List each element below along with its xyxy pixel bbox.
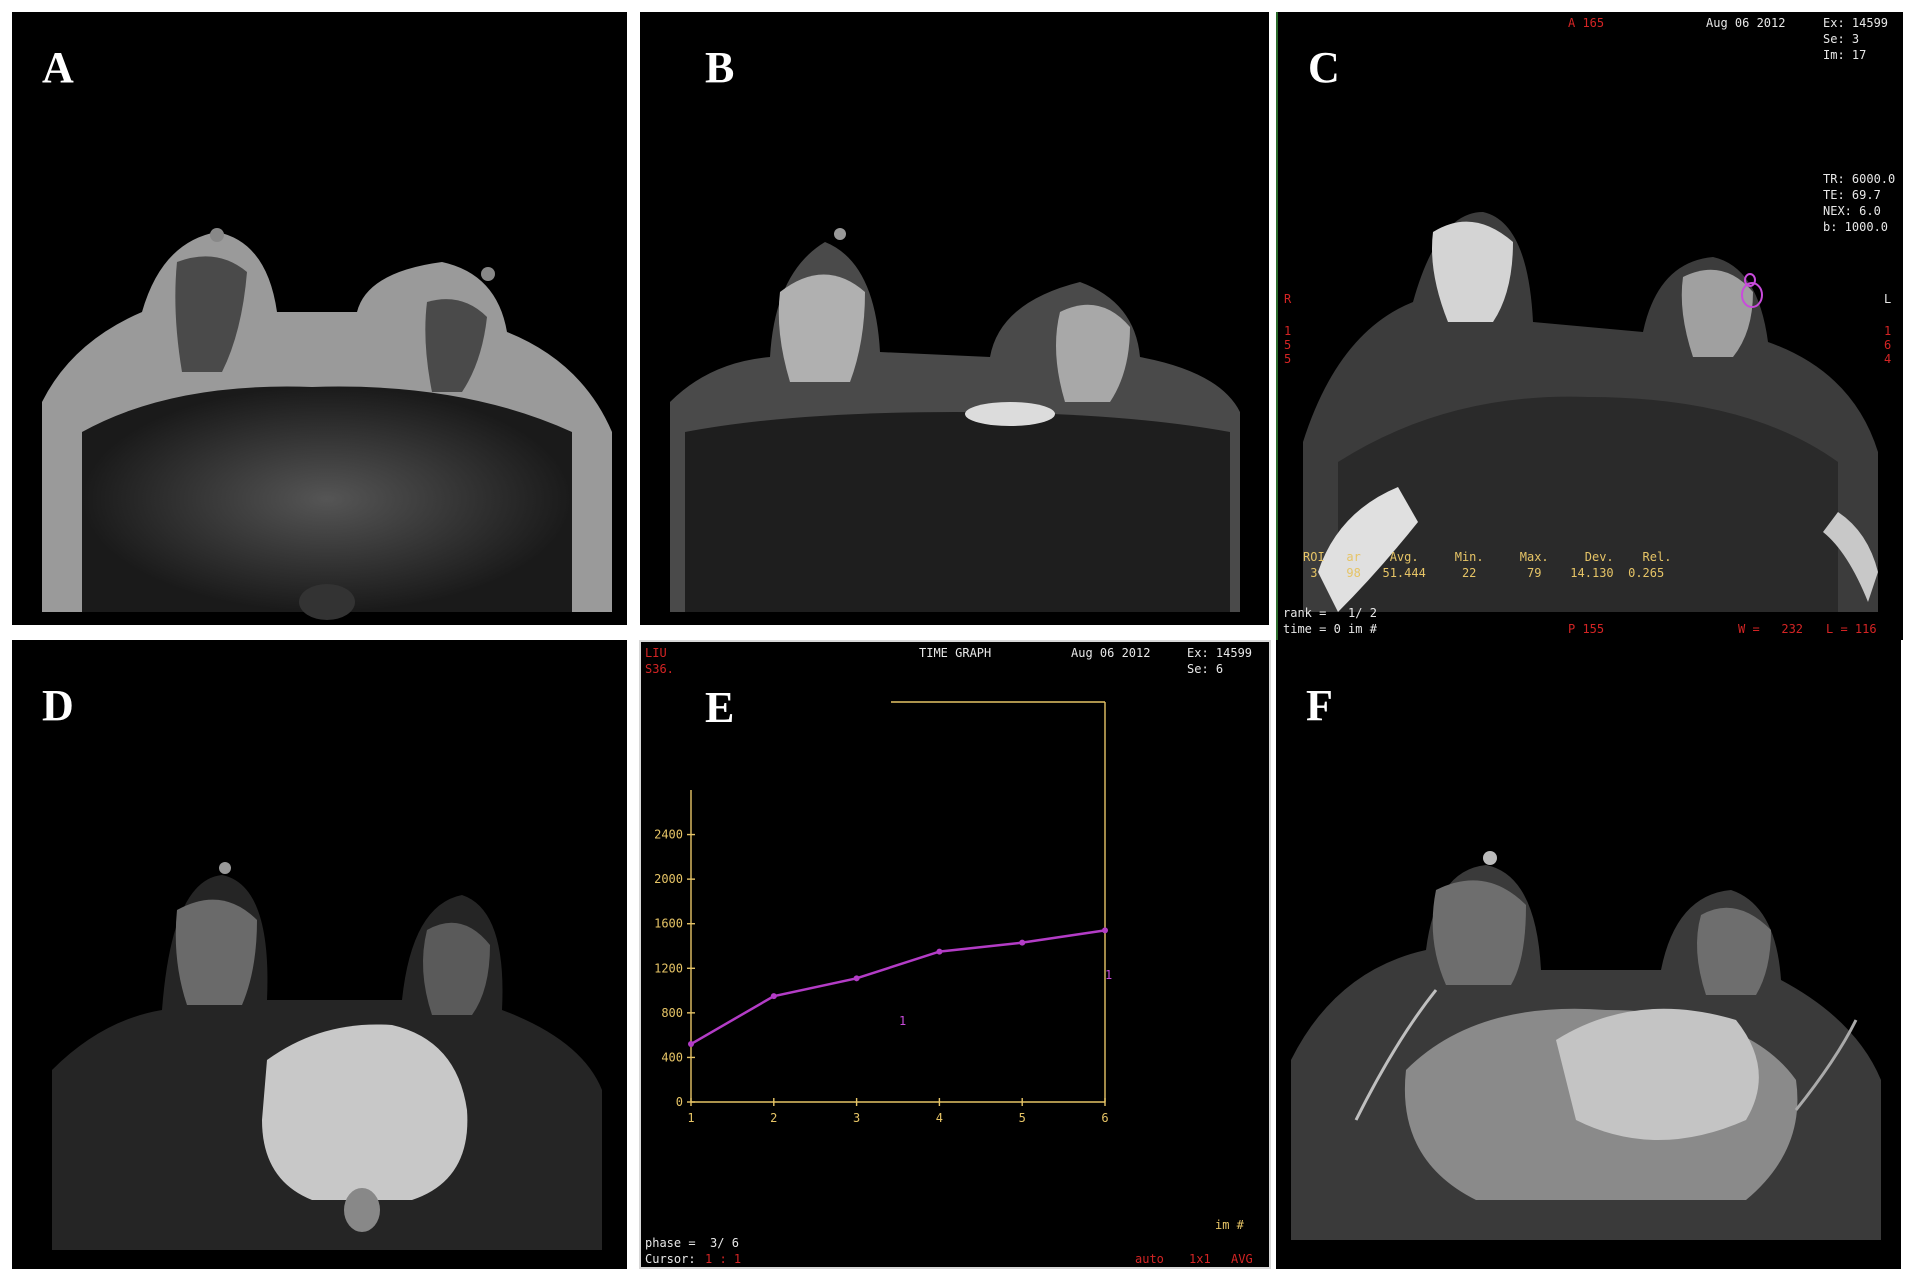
e-date: Aug 06 2012 — [1071, 646, 1151, 660]
e-top-left-1: LIU — [645, 646, 667, 660]
y-tick-label-2: 800 — [661, 1006, 683, 1020]
data-point-2 — [770, 993, 777, 1000]
c-image-number: Im: 17 — [1823, 48, 1867, 62]
panel-a-t1-image: A — [12, 12, 627, 625]
e-cursor-value: 1 : 1 — [705, 1252, 742, 1266]
c-tr: TR: 6000.0 — [1823, 172, 1896, 186]
c-bvalue: b: 1000.0 — [1823, 220, 1889, 234]
e-point-label-1: 1 — [899, 1014, 907, 1028]
c-exam: Ex: 14599 — [1823, 16, 1889, 30]
e-top-left-2: S36. — [645, 662, 674, 676]
breast-mri-subtraction-drawing — [670, 228, 1240, 612]
c-right-side: L — [1884, 292, 1892, 306]
e-title: TIME GRAPH — [919, 646, 992, 660]
intensity-curve-line — [690, 929, 1106, 1046]
c-te: TE: 69.7 — [1823, 188, 1881, 202]
breast-mri-dwi-drawing — [1303, 212, 1878, 612]
panel-label-a: A — [42, 43, 74, 92]
c-window: W = 232 — [1738, 622, 1804, 636]
time-intensity-curve-chart: 0 400 800 1200 1600 2000 2400 1 2 3 4 5 6 — [654, 701, 1109, 1125]
c-left-side: R — [1284, 292, 1292, 306]
y-tick-label-5: 2000 — [654, 872, 683, 886]
y-tick-label-1: 400 — [661, 1050, 683, 1064]
x-tick-label-5: 6 — [1101, 1111, 1108, 1125]
c-time: time = 0 im # — [1283, 622, 1377, 636]
c-right-nums: 1 6 4 — [1884, 324, 1892, 366]
panel-d-contrast-image: D — [12, 640, 627, 1269]
data-point-1 — [688, 1041, 694, 1048]
c-left-nums: 1 5 5 — [1284, 324, 1292, 366]
c-series: Se: 3 — [1823, 32, 1860, 46]
x-tick-label-1: 2 — [770, 1111, 777, 1125]
c-nex: NEX: 6.0 — [1823, 204, 1881, 218]
panel-label-d: D — [42, 681, 74, 730]
panel-c-dwi-image: A 165 Aug 06 2012 Ex: 14599 Se: 3 Im: 17… — [1276, 12, 1903, 640]
panel-label-c: C — [1308, 43, 1340, 92]
c-top-center: A 165 — [1568, 16, 1605, 30]
e-x-unit: im # — [1215, 1218, 1244, 1232]
y-tick-label-4: 1600 — [654, 917, 683, 931]
y-tick-label-0: 0 — [676, 1095, 683, 1109]
data-point-4 — [936, 948, 943, 955]
x-tick-label-4: 5 — [1019, 1111, 1026, 1125]
e-series: Se: 6 — [1187, 662, 1224, 676]
y-tick-label-6: 2400 — [654, 828, 683, 842]
e-avg: AVG — [1231, 1252, 1253, 1266]
panel-b-subtraction-image: B — [640, 12, 1269, 625]
data-point-5 — [1019, 939, 1026, 946]
data-point-3 — [853, 975, 860, 982]
y-tick-label-3: 1200 — [654, 961, 683, 975]
c-level: L = 116 — [1826, 622, 1877, 636]
panel-label-b: B — [705, 43, 735, 92]
panel-e-time-graph: 0 400 800 1200 1600 2000 2400 1 2 3 4 5 6 LIU S36. T… — [639, 640, 1271, 1269]
e-grid: 1x1 — [1189, 1252, 1211, 1266]
panel-label-e: E — [705, 683, 735, 732]
panel-f-mip-image: F — [1276, 640, 1901, 1269]
breast-mri-contrast-drawing — [52, 862, 602, 1250]
breast-mri-t1-drawing — [42, 228, 612, 620]
e-phase: phase = 3/ 6 — [645, 1236, 739, 1250]
e-auto: auto — [1135, 1252, 1164, 1266]
panel-label-f: F — [1306, 681, 1333, 730]
e-point-label-2: 1 — [1105, 968, 1113, 982]
x-tick-label-3: 4 — [936, 1111, 943, 1125]
c-roi-values: 3 98 51.444 22 79 14.130 0.265 — [1303, 566, 1665, 580]
c-date: Aug 06 2012 — [1706, 16, 1786, 30]
x-tick-label-2: 3 — [853, 1111, 860, 1125]
c-rank: rank = 1/ 2 — [1283, 606, 1377, 620]
e-exam: Ex: 14599 — [1187, 646, 1253, 660]
data-point-6 — [1102, 927, 1108, 934]
breast-mri-mip-drawing — [1291, 851, 1881, 1240]
e-cursor-label: Cursor: — [645, 1252, 696, 1266]
x-tick-label-0: 1 — [687, 1111, 694, 1125]
c-bottom-center: P 155 — [1568, 622, 1605, 636]
c-roi-header: ROI ar Avg. Min. Max. Dev. Rel. — [1303, 550, 1672, 564]
